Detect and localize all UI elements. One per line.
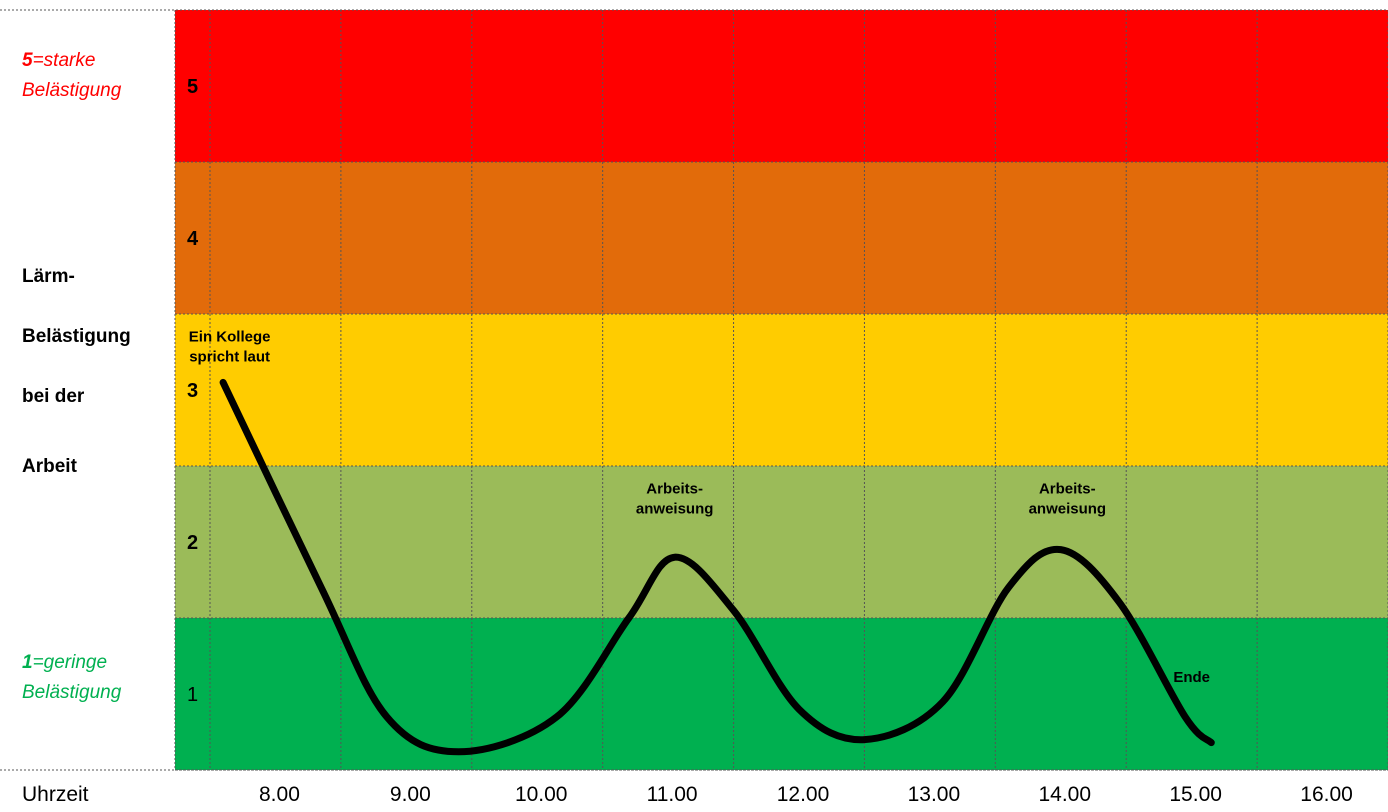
x-tick-label: 13.00 xyxy=(908,783,961,806)
band-level-1 xyxy=(175,618,1388,770)
x-tick-label: 16.00 xyxy=(1300,783,1353,806)
y-axis-title-line: Belästigung xyxy=(22,326,131,347)
x-tick-label: 9.00 xyxy=(390,783,431,806)
y-axis-title-line: Arbeit xyxy=(22,456,77,477)
band-level-4 xyxy=(175,162,1388,314)
y-axis-title-line: Lärm- xyxy=(22,266,75,287)
noise-curve-layer xyxy=(219,378,1215,756)
x-tick-label: 14.00 xyxy=(1038,783,1091,806)
x-tick-label: 12.00 xyxy=(777,783,830,806)
x-tick-label: 10.00 xyxy=(515,783,568,806)
x-axis-title: Uhrzeit xyxy=(22,783,89,806)
annotation: Arbeits-anweisung xyxy=(1029,480,1107,517)
level-label-1: 1 xyxy=(187,684,198,706)
x-axis: Uhrzeit 8.00 9.00 10.00 11.00 12.00 13.00 14.00… xyxy=(22,783,1353,806)
band-level-3 xyxy=(175,314,1388,466)
band-level-2 xyxy=(175,466,1388,618)
level-label-5: 5 xyxy=(187,76,198,98)
annotation: Ende xyxy=(1173,669,1210,686)
x-tick-label: 11.00 xyxy=(647,783,698,806)
legend-high-text: =starke Belästigung xyxy=(22,50,122,101)
legend-low-number: 1 xyxy=(22,652,33,673)
level-bands xyxy=(175,10,1388,770)
level-labels: 5 4 3 2 1 xyxy=(187,76,199,706)
legend-high-number: 5 xyxy=(22,50,33,71)
x-tick-label: 15.00 xyxy=(1169,783,1222,806)
x-tick-label: 8.00 xyxy=(259,783,300,806)
annotation: Arbeits-anweisung xyxy=(636,480,714,517)
noise-curve xyxy=(219,378,1215,756)
band-level-5 xyxy=(175,10,1388,162)
y-axis-title-line: bei der xyxy=(22,386,85,407)
level-label-2: 2 xyxy=(187,532,198,554)
level-label-4: 4 xyxy=(187,228,199,250)
legend-low-text: =geringe Belästigung xyxy=(22,652,122,703)
level-label-3: 3 xyxy=(187,380,198,402)
annotation: Ein Kollege spricht laut xyxy=(189,328,271,365)
legend-high: 5=starke Belästigung xyxy=(22,46,172,106)
annotations: Ein Kollege spricht laut Arbeits-anweisung… xyxy=(189,328,1210,685)
grid-lines xyxy=(0,9,1388,771)
legend-low: 1=geringe Belästigung xyxy=(22,648,172,708)
